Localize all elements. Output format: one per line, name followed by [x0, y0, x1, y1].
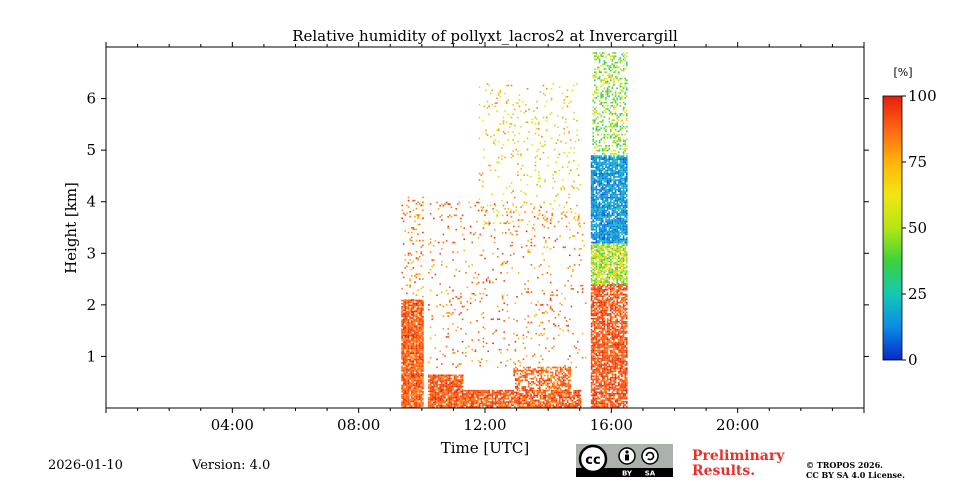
- colorbar-tick-label: 0: [908, 351, 918, 369]
- colorbar-tick-label: 75: [908, 153, 927, 171]
- sa-text: SA: [645, 470, 656, 478]
- heatmap-region: [401, 196, 424, 301]
- copyright-note: © TROPOS 2026. CC BY SA 4.0 License.: [806, 460, 905, 480]
- y-tick-label: 2: [86, 296, 96, 314]
- by-text: BY: [622, 470, 633, 478]
- y-axis: 1 2 3 4 5 6: [86, 90, 869, 365]
- copyright-line-1: © TROPOS 2026.: [806, 460, 883, 470]
- heatmap-region: [513, 366, 571, 391]
- heatmap-region: [428, 201, 587, 369]
- heatmap-region: [428, 374, 464, 408]
- copyright-line-2: CC BY SA 4.0 License.: [806, 470, 905, 480]
- heatmap-region: [590, 284, 628, 408]
- x-tick-label: 08:00: [337, 416, 380, 434]
- preliminary-line-2: Results.: [692, 463, 756, 479]
- heatmap-region: [478, 83, 582, 229]
- colorbar-tick-label: 50: [908, 219, 927, 237]
- preliminary-line-1: Preliminary: [692, 448, 785, 464]
- heatmap-region: [462, 389, 582, 408]
- x-tick-label: 04:00: [211, 416, 254, 434]
- x-tick-label: 16:00: [590, 416, 633, 434]
- x-tick-label: 20:00: [716, 416, 759, 434]
- sa-icon: [641, 447, 659, 465]
- x-tick-label: 12:00: [463, 416, 506, 434]
- colorbar-gradient: [882, 95, 903, 361]
- heatmap-region: [590, 155, 628, 244]
- chart-title: Relative humidity of pollyxt_lacros2 at …: [292, 27, 678, 45]
- y-tick-label: 1: [86, 347, 96, 365]
- colorbar-tick-label: 25: [908, 285, 927, 303]
- heatmap-region: [592, 52, 628, 157]
- colorbar-unit: [%]: [893, 66, 912, 79]
- y-tick-label: 6: [86, 90, 96, 108]
- colorbar: [%] 0 25 50 75 100: [882, 66, 937, 369]
- cc-icon: [578, 444, 608, 474]
- cc-license-badge[interactable]: cc BY SA: [576, 444, 673, 477]
- plot-frame: [105, 46, 865, 409]
- x-axis-label: Time [UTC]: [441, 439, 530, 457]
- y-axis-label: Height [km]: [62, 182, 80, 274]
- heatmap-data: [401, 52, 628, 408]
- y-tick-label: 3: [86, 244, 96, 262]
- run-date: 2026-01-10: [48, 458, 123, 473]
- cc-text: cc: [585, 453, 600, 468]
- preliminary-results-note: Preliminary Results.: [692, 449, 784, 479]
- y-tick-label: 4: [86, 193, 96, 211]
- y-tick-label: 5: [86, 141, 96, 159]
- heatmap-region: [401, 299, 424, 408]
- version-label: Version: 4.0: [192, 458, 271, 473]
- colorbar-tick-label: 100: [908, 87, 937, 105]
- heatmap-region: [590, 243, 628, 285]
- x-axis: 04:00 08:00 12:00 16:00 20:00: [105, 42, 865, 434]
